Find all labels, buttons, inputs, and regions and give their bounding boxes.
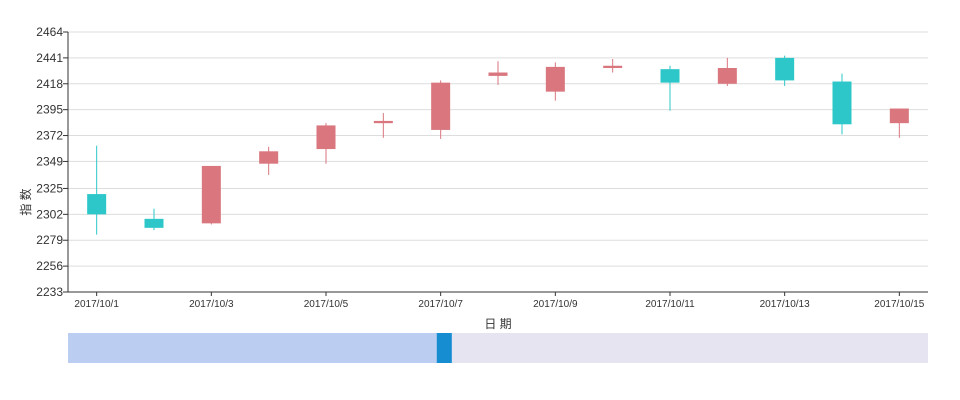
x-tick-label: 2017/10/3 [189,299,234,310]
y-tick-label: 2256 [36,259,63,273]
candle-body [316,125,336,150]
candle[interactable] [660,65,680,111]
zoom-selected-range[interactable] [68,333,438,363]
zoom-handle[interactable] [436,333,452,363]
candle[interactable] [889,108,909,138]
x-tick-label: 2017/10/11 [645,299,695,310]
candle-body [373,120,393,124]
y-tick-label: 2372 [36,129,63,143]
candle-body [87,194,107,215]
candle[interactable] [488,61,508,85]
x-tick-label: 2017/10/9 [533,299,578,310]
y-tick-label: 2464 [36,25,63,39]
y-tick-label: 2418 [36,77,63,91]
data-zoom-slider[interactable] [68,333,928,363]
candle-body [832,81,852,125]
candle[interactable] [775,55,795,87]
candle-body [201,165,221,224]
candle-body [717,68,737,84]
candle-body [545,66,565,92]
candle[interactable] [431,80,451,139]
x-tick-label: 2017/10/13 [760,299,810,310]
candle[interactable] [603,59,623,73]
y-tick-labels: 2233 2256 2279 2302 2325 2349 2372 2395 2418 2441… [36,25,63,299]
candle[interactable] [545,62,565,101]
candle-body [660,69,680,83]
grid-layer [63,31,928,293]
candle[interactable] [87,145,107,235]
y-tick-label: 2279 [36,233,63,247]
candle[interactable] [201,165,221,225]
y-axis-title: 指 数 [18,188,33,215]
x-tick-label: 2017/10/15 [874,299,924,310]
x-tick-labels: 2017/10/1 2017/10/3 2017/10/5 2017/10/7 2017… [74,292,925,310]
y-tick-label: 2302 [36,207,63,221]
candle-body [488,72,508,76]
x-tick-label: 2017/10/5 [304,299,349,310]
candle-body [775,57,795,81]
y-tick-label: 2233 [36,285,63,299]
x-tick-label: 2017/10/1 [74,299,119,310]
candle-body [603,65,623,69]
candle[interactable] [373,113,393,138]
y-tick-label: 2441 [36,51,63,65]
candle[interactable] [259,146,279,175]
y-tick-label: 2325 [36,181,63,195]
candle[interactable] [316,123,336,164]
x-axis-title: 日 期 [484,317,511,331]
x-tick-label: 2017/10/7 [418,299,463,310]
candles-layer [87,55,909,235]
candle[interactable] [717,57,737,87]
candle-body [889,108,909,124]
y-tick-label: 2349 [36,154,63,168]
y-tick-label: 2395 [36,103,63,117]
candle[interactable] [144,208,164,231]
candle[interactable] [832,73,852,135]
candle-body [144,218,164,228]
candle-body [259,151,279,164]
candle-body [431,82,451,130]
